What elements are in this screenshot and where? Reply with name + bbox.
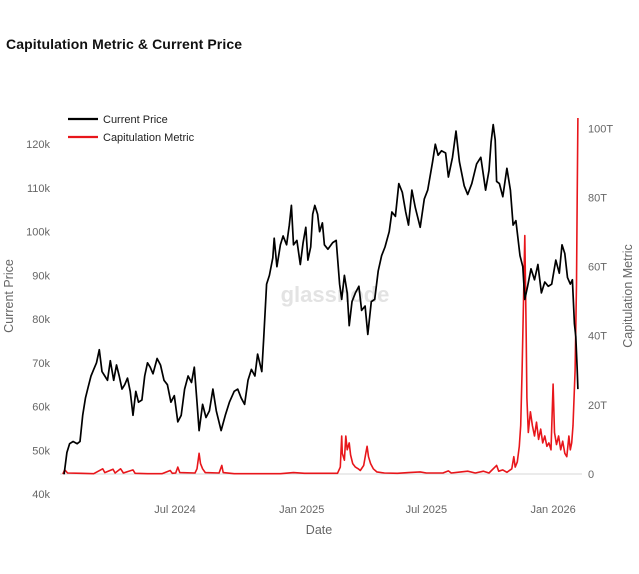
y-tick-label: 50k (32, 445, 50, 457)
x-tick-label: Jan 2026 (530, 504, 575, 516)
y2-tick-label: 80T (588, 192, 607, 204)
x-tick-label: Jul 2024 (154, 504, 196, 516)
series-line-current-price (63, 123, 579, 475)
series-line-capitulation-metric (62, 117, 579, 475)
y-tick-label: 110k (27, 183, 51, 195)
x-axis-label: Date (306, 523, 332, 537)
watermark-text: glassnode (281, 282, 390, 307)
y-axis-ticks: 40k 50k 60k 70k 80k 90k 100k 110k 120k (26, 139, 50, 501)
x-tick-label: Jul 2025 (406, 504, 448, 516)
chart-title: Capitulation Metric & Current Price (6, 36, 243, 52)
y2-tick-label: 100T (588, 123, 613, 135)
legend-label-current-price: Current Price (103, 114, 168, 126)
x-axis-ticks: Jul 2024 Jan 2025 Jul 2025 Jan 2026 (154, 504, 576, 516)
y-tick-label: 60k (32, 402, 50, 414)
y-axis-label: Current Price (2, 259, 16, 333)
x-tick-label: Jan 2025 (279, 504, 324, 516)
y-tick-label: 120k (26, 139, 50, 151)
y2-tick-label: 60T (588, 262, 607, 274)
y2-axis-ticks: 0 20T 40T 60T 80T 100T (588, 123, 613, 481)
y2-tick-label: 40T (588, 331, 607, 343)
y-tick-label: 90k (32, 270, 50, 282)
legend: Current Price Capitulation Metric (68, 114, 195, 144)
y-tick-label: 80k (32, 314, 50, 326)
y-tick-label: 70k (32, 358, 50, 370)
legend-label-capitulation-metric: Capitulation Metric (103, 132, 195, 144)
y2-axis-label: Capitulation Metric (621, 244, 635, 348)
y2-tick-label: 20T (588, 400, 607, 412)
y2-tick-label: 0 (588, 469, 594, 481)
y-tick-label: 100k (26, 227, 50, 239)
y-tick-label: 40k (32, 489, 50, 501)
